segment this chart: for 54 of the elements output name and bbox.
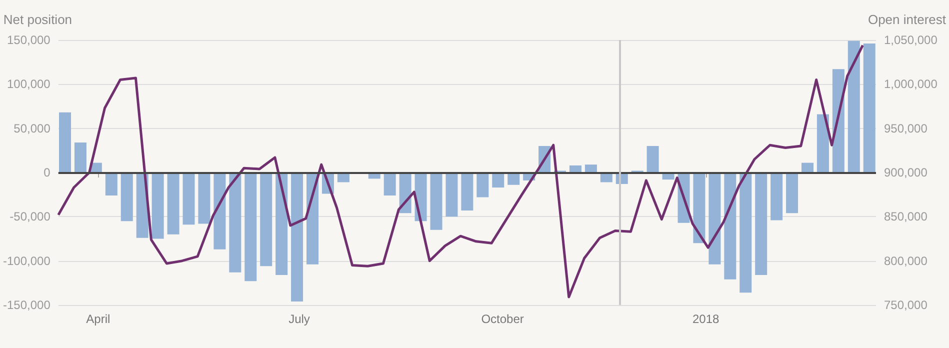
y2-tick-label: 1,050,000 xyxy=(884,33,938,47)
y-tick-label: 100,000 xyxy=(6,77,51,92)
bar xyxy=(848,40,860,172)
x-tick-label: April xyxy=(86,312,110,326)
bar xyxy=(244,172,257,282)
bar xyxy=(120,172,133,222)
bar xyxy=(291,172,304,302)
bar xyxy=(229,172,242,272)
y-tick-label: -150,000 xyxy=(3,298,51,312)
bar xyxy=(863,44,876,172)
x-tick-label: October xyxy=(481,312,524,326)
y2-tick-label: 750,000 xyxy=(884,298,928,312)
y-tick-label: 150,000 xyxy=(6,33,51,47)
y2-axis-title: Open interest xyxy=(868,12,946,27)
bar xyxy=(755,172,768,275)
bar xyxy=(461,172,474,210)
bar xyxy=(492,172,504,188)
bar xyxy=(770,172,783,220)
bar xyxy=(584,164,597,172)
line-series xyxy=(57,44,864,298)
bar xyxy=(446,172,458,217)
bar xyxy=(801,162,814,172)
bar xyxy=(260,172,272,266)
bar xyxy=(105,172,118,196)
bar xyxy=(708,172,721,264)
bar xyxy=(167,172,180,234)
x-tick-label: July xyxy=(288,312,310,326)
x-tick-label: 2018 xyxy=(692,312,720,326)
bar xyxy=(430,172,442,230)
bar xyxy=(786,172,798,214)
y2-tick-label: 950,000 xyxy=(884,121,928,136)
bar xyxy=(724,172,736,280)
bar xyxy=(384,172,396,196)
y2-tick-label: 900,000 xyxy=(884,166,928,180)
y2-tick-label: 1,000,000 xyxy=(884,77,938,92)
bar xyxy=(816,114,829,172)
y2-tick-label: 800,000 xyxy=(884,254,928,268)
bar xyxy=(182,172,195,225)
y-axis-title: Net position xyxy=(3,12,72,27)
bar xyxy=(214,172,226,250)
bar xyxy=(59,112,72,172)
y2-tick-label: 850,000 xyxy=(884,210,928,224)
bar xyxy=(476,172,489,198)
bar xyxy=(569,165,582,172)
bar xyxy=(740,172,752,293)
bar xyxy=(152,172,164,239)
bar xyxy=(74,142,86,172)
y-tick-label: -50,000 xyxy=(10,210,51,224)
y-tick-label: 50,000 xyxy=(14,121,51,136)
bar xyxy=(646,146,659,172)
bar xyxy=(693,172,706,244)
y-tick-label: 0 xyxy=(44,166,51,180)
y-tick-label: -100,000 xyxy=(3,254,51,268)
bar xyxy=(198,172,210,224)
